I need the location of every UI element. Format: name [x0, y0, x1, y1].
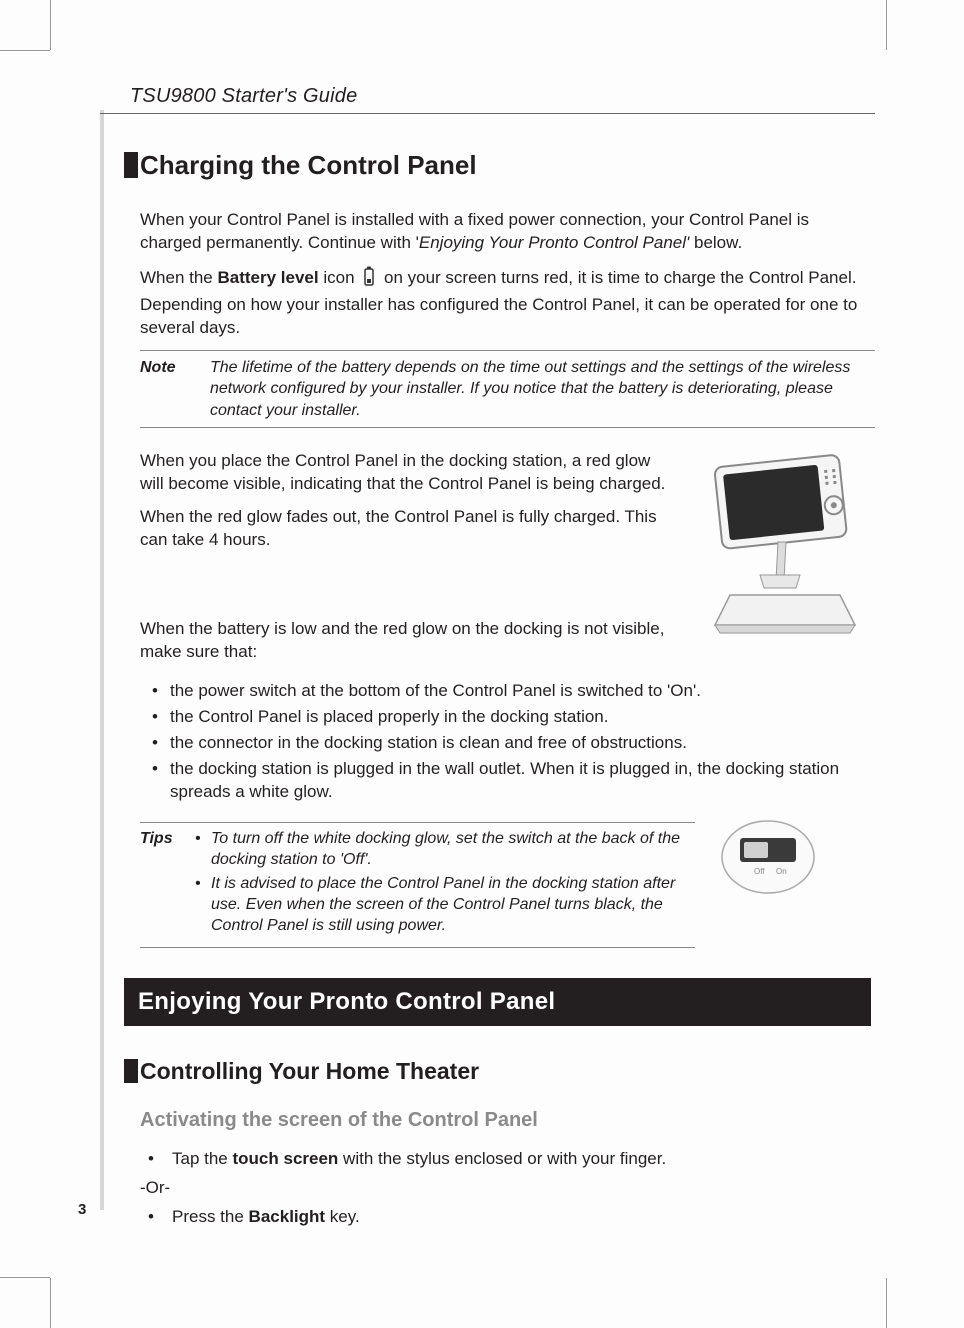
svg-text:On: On — [776, 867, 787, 876]
instruction-list: Tap the touch screen with the stylus enc… — [140, 1148, 875, 1171]
crop-mark — [0, 1277, 50, 1278]
bullet-list: the power switch at the bottom of the Co… — [140, 680, 875, 804]
list-item: the connector in the docking station is … — [152, 732, 875, 755]
list-item: Press the Backlight key. — [144, 1206, 875, 1229]
body-text: When your Control Panel is installed wit… — [140, 209, 875, 1229]
text-column: When you place the Control Panel in the … — [140, 450, 675, 674]
paragraph: When your Control Panel is installed wit… — [140, 209, 875, 255]
list-item: Tap the touch screen with the stylus enc… — [144, 1148, 875, 1171]
list-item: the power switch at the bottom of the Co… — [152, 680, 875, 703]
heading-controlling: Controlling Your Home Theater — [140, 1056, 875, 1087]
svg-text:Off: Off — [754, 867, 765, 876]
note-label: Note — [140, 357, 210, 422]
paragraph: When the battery is low and the red glow… — [140, 618, 675, 664]
left-margin-bar — [100, 110, 104, 1210]
text-image-row: When you place the Control Panel in the … — [140, 450, 875, 674]
crop-mark — [50, 0, 51, 50]
dock-illustration — [695, 450, 875, 640]
page: TSU9800 Starter's Guide Charging the Con… — [0, 0, 964, 1328]
or-separator: -Or- — [140, 1177, 875, 1200]
heading-text: Charging the Control Panel — [140, 150, 477, 180]
tips-row: Tips To turn off the white docking glow,… — [140, 818, 875, 978]
note-box: Note The lifetime of the battery depends… — [140, 350, 875, 429]
crop-mark — [886, 1278, 887, 1328]
tips-box: Tips To turn off the white docking glow,… — [140, 822, 695, 948]
list-item: the Control Panel is placed properly in … — [152, 706, 875, 729]
battery-icon — [361, 265, 377, 294]
page-number: 3 — [78, 1201, 86, 1218]
crop-mark — [50, 1278, 51, 1328]
instruction-list: Press the Backlight key. — [140, 1206, 875, 1229]
section-bar: Enjoying Your Pronto Control Panel — [124, 978, 871, 1026]
crop-mark — [886, 0, 887, 50]
heading-marker — [124, 152, 138, 178]
switch-illustration: Off On — [713, 818, 823, 896]
list-item: To turn off the white docking glow, set … — [195, 829, 695, 871]
paragraph: When the Battery level icon on your scre… — [140, 265, 875, 340]
tips-list: To turn off the white docking glow, set … — [195, 829, 695, 941]
heading-marker — [124, 1059, 138, 1083]
note-text: The lifetime of the battery depends on t… — [210, 357, 875, 422]
paragraph: When the red glow fades out, the Control… — [140, 506, 675, 552]
subheading-activating: Activating the screen of the Control Pan… — [140, 1107, 875, 1134]
list-item: the docking station is plugged in the wa… — [152, 758, 875, 804]
running-header: TSU9800 Starter's Guide — [130, 85, 357, 108]
content-area: Charging the Control Panel When your Con… — [140, 150, 875, 1235]
list-item: It is advised to place the Control Panel… — [195, 874, 695, 936]
heading-charging: Charging the Control Panel — [140, 150, 875, 181]
header-rule — [100, 113, 875, 114]
paragraph: When you place the Control Panel in the … — [140, 450, 675, 496]
heading-text: Controlling Your Home Theater — [140, 1058, 479, 1084]
tips-label: Tips — [140, 829, 195, 941]
crop-mark — [0, 50, 50, 51]
